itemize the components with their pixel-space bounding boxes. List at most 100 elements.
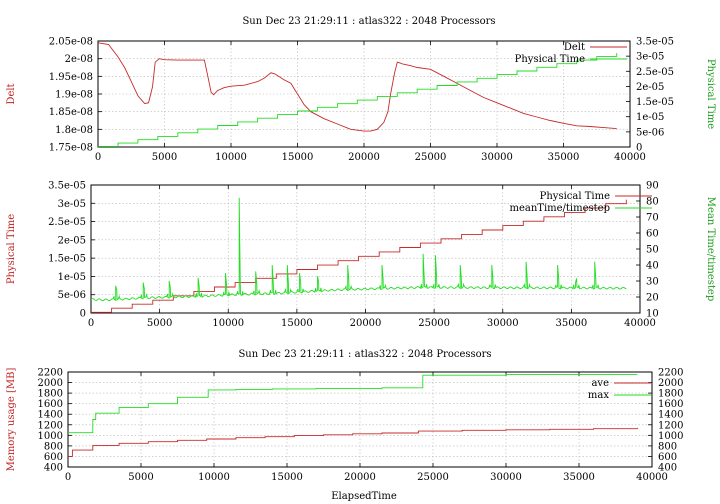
x-tick-label: 15000 [282,152,314,163]
y-tick-label: 1600 [38,399,63,410]
y2-axis-label: Physical Time [705,59,716,129]
chart-title: Sun Dec 23 21:29:11 : atlas322 : 2048 Pr… [238,349,491,360]
y2-tick-label: 2200 [658,368,683,379]
y2-tick-label: 1200 [658,420,683,431]
delt-physical-time-chart: Sun Dec 23 21:29:11 : atlas322 : 2048 Pr… [6,16,716,163]
y2-tick-label: 1.5e-05 [636,97,674,108]
series-line-ave [68,427,638,457]
x-tick-label: 15000 [281,318,313,329]
x-tick-label: 5000 [152,152,177,163]
x-tick-label: 40000 [614,152,646,163]
x-tick-label: 10000 [198,472,230,483]
plot-frame [90,184,641,314]
y2-tick-label: 600 [658,452,677,463]
memory-usage-chart: Sun Dec 23 21:29:11 : atlas322 : 2048 Pr… [6,349,683,502]
y2-tick-label: 30 [646,277,659,288]
y2-tick-label: 1400 [658,410,683,421]
legend-label: max [588,390,609,401]
y2-tick-label: 2.5e-05 [636,67,674,78]
y2-tick-label: 70 [646,213,659,224]
legend-label: Physical Time [515,54,585,65]
y-tick-label: 3.5e-05 [48,181,86,192]
y2-tick-label: 2e-05 [636,82,664,93]
y-axis-label: Delt [6,83,17,104]
y2-tick-label: 20 [646,293,659,304]
y2-tick-label: 0 [636,143,642,154]
y-tick-label: 600 [44,452,63,463]
x-tick-label: 20000 [350,318,382,329]
y2-tick-label: 3e-05 [636,52,664,63]
y-tick-label: 5e-06 [58,290,86,301]
y2-axis-label: Mean Time/timestep [705,197,716,301]
y-tick-label: 2e-05 [58,235,86,246]
y-tick-label: 2200 [38,368,63,379]
y2-tick-label: 60 [646,229,659,240]
x-tick-label: 0 [88,318,94,329]
x-tick-label: 25000 [418,318,450,329]
x-tick-label: 10000 [215,152,247,163]
legend-label: ave [591,378,609,389]
x-tick-label: 40000 [636,472,668,483]
y2-tick-label: 1600 [658,399,683,410]
y-axis-label: Memory usage [MB] [6,368,17,472]
y-tick-label: 1.95e-08 [49,72,93,83]
x-tick-label: 10000 [212,318,244,329]
y-tick-label: 1.75e-08 [49,143,93,154]
y-tick-label: 2.5e-05 [48,217,86,228]
y2-tick-label: 3.5e-05 [636,37,674,48]
y-tick-label: 1.8e-08 [55,125,93,136]
y-tick-label: 3e-05 [58,199,86,210]
y-tick-label: 1000 [38,431,63,442]
legend-label: Physical Time [540,191,610,202]
y-tick-label: 1e-05 [58,272,86,283]
series-line-physical-time [91,199,627,313]
y-tick-label: 1.85e-08 [49,107,93,118]
series-line-max [68,374,638,434]
chart-title: Sun Dec 23 21:29:11 : atlas322 : 2048 Pr… [242,16,495,27]
physical-time-mean-timestep-chart: 0 5000 10000 15000 20000 25000 30000 35000 40000… [6,181,716,330]
y-tick-label: 2e-08 [65,54,93,65]
y-tick-label: 400 [44,463,63,474]
x-axis-label: ElapsedTime [331,491,397,502]
x-tick-label: 15000 [271,472,303,483]
y-tick-label: 1.9e-08 [55,90,93,101]
x-tick-label: 35000 [548,152,580,163]
y-tick-label: 800 [44,441,63,452]
y2-tick-label: 40 [646,261,659,272]
y2-tick-label: 1800 [658,389,683,400]
y2-tick-label: 50 [646,245,659,256]
plot-frame [67,371,653,468]
x-tick-label: 5000 [147,318,172,329]
y-tick-label: 1800 [38,389,63,400]
x-tick-label: 0 [65,472,71,483]
x-tick-label: 20000 [348,152,380,163]
y-tick-label: 2.05e-08 [49,37,93,48]
y-tick-label: 1.5e-05 [48,254,86,265]
x-tick-label: 35000 [563,472,595,483]
x-tick-label: 35000 [555,318,587,329]
y2-tick-label: 1000 [658,431,683,442]
y-axis-label: Physical Time [6,214,17,284]
legend-label: Delt [564,42,585,53]
y-tick-label: 2000 [38,378,63,389]
series-line-physical-time [98,53,618,147]
y2-tick-label: 400 [658,463,677,474]
x-tick-label: 30000 [481,152,513,163]
x-tick-label: 0 [95,152,101,163]
x-tick-label: 20000 [344,472,376,483]
x-tick-label: 40000 [624,318,656,329]
x-tick-label: 25000 [417,472,449,483]
y-tick-label: 1400 [38,410,63,421]
y-tick-label: 1200 [38,420,63,431]
x-tick-label: 30000 [487,318,519,329]
series-line-delt [97,42,617,132]
legend-label: meanTime/timestep [509,203,610,214]
y2-tick-label: 90 [646,181,659,192]
plot-frame [97,40,631,148]
x-tick-label: 5000 [128,472,153,483]
x-tick-label: 30000 [490,472,522,483]
y-tick-label: 0 [80,309,86,320]
x-tick-label: 25000 [415,152,447,163]
